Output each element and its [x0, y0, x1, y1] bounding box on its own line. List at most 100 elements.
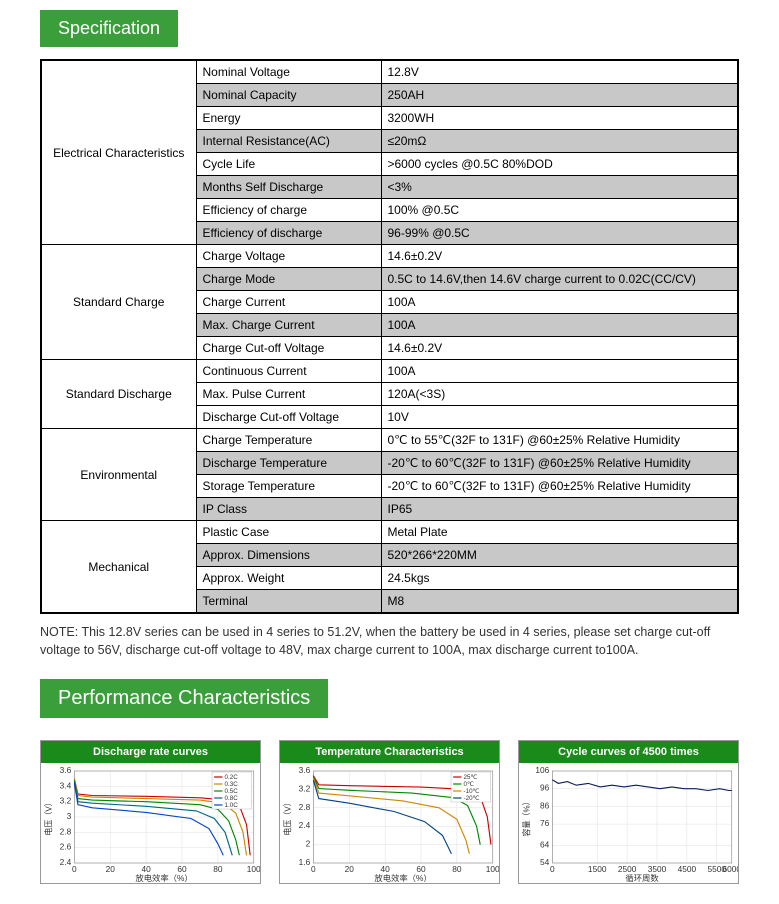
svg-text:电压（V）: 电压（V）: [43, 798, 53, 835]
value-cell: 10V: [381, 406, 738, 429]
table-row: EnvironmentalCharge Temperature0℃ to 55℃…: [41, 429, 738, 452]
charts-row: Discharge rate curves2.42.62.833.23.43.6…: [40, 740, 739, 884]
svg-text:40: 40: [380, 865, 390, 874]
value-cell: 24.5kgs: [381, 567, 738, 590]
svg-text:0.3C: 0.3C: [225, 781, 239, 788]
specification-table: Electrical CharacteristicsNominal Voltag…: [40, 59, 739, 614]
param-cell: Discharge Cut-off Voltage: [196, 406, 381, 429]
param-cell: Nominal Capacity: [196, 84, 381, 107]
svg-text:0: 0: [72, 865, 77, 874]
chart-body: 1.622.42.83.23.6020406080100放电效率（%）电压（V）…: [280, 763, 499, 883]
param-cell: IP Class: [196, 498, 381, 521]
chart-box: Discharge rate curves2.42.62.833.23.43.6…: [40, 740, 261, 884]
svg-text:25℃: 25℃: [464, 774, 478, 781]
svg-text:20: 20: [106, 865, 116, 874]
value-cell: 250AH: [381, 84, 738, 107]
chart-body: 10696867664540150025003500450055006000循环…: [519, 763, 738, 883]
svg-text:1.6: 1.6: [299, 858, 311, 867]
table-row: MechanicalPlastic CaseMetal Plate: [41, 521, 738, 544]
svg-text:106: 106: [535, 766, 549, 775]
param-cell: Internal Resistance(AC): [196, 130, 381, 153]
svg-text:3.4: 3.4: [60, 781, 72, 790]
value-cell: 14.6±0.2V: [381, 337, 738, 360]
category-cell: Mechanical: [41, 521, 196, 614]
svg-text:3.6: 3.6: [60, 766, 72, 775]
param-cell: Terminal: [196, 590, 381, 614]
svg-text:54: 54: [540, 858, 550, 867]
category-cell: Standard Discharge: [41, 360, 196, 429]
param-cell: Charge Mode: [196, 268, 381, 291]
value-cell: M8: [381, 590, 738, 614]
svg-text:-20℃: -20℃: [464, 795, 480, 802]
svg-text:76: 76: [540, 819, 550, 828]
chart-title: Discharge rate curves: [41, 741, 260, 763]
svg-text:100: 100: [247, 865, 260, 874]
svg-text:3.2: 3.2: [299, 785, 311, 794]
svg-text:96: 96: [540, 784, 550, 793]
svg-text:-10℃: -10℃: [464, 788, 480, 795]
svg-text:3500: 3500: [648, 865, 667, 874]
table-row: Standard DischargeContinuous Current100A: [41, 360, 738, 383]
category-cell: Electrical Characteristics: [41, 60, 196, 245]
value-cell: 120A(<3S): [381, 383, 738, 406]
chart-box: Temperature Characteristics1.622.42.83.2…: [279, 740, 500, 884]
performance-header: Performance Characteristics: [40, 679, 328, 718]
param-cell: Efficiency of charge: [196, 199, 381, 222]
value-cell: 14.6±0.2V: [381, 245, 738, 268]
table-row: Electrical CharacteristicsNominal Voltag…: [41, 60, 738, 84]
param-cell: Max. Pulse Current: [196, 383, 381, 406]
value-cell: 3200WH: [381, 107, 738, 130]
svg-text:2500: 2500: [618, 865, 637, 874]
param-cell: Discharge Temperature: [196, 452, 381, 475]
svg-text:2.4: 2.4: [60, 858, 72, 867]
param-cell: Charge Temperature: [196, 429, 381, 452]
value-cell: -20℃ to 60℃(32F to 131F) @60±25% Relativ…: [381, 452, 738, 475]
svg-text:循环周数: 循环周数: [625, 873, 658, 883]
param-cell: Storage Temperature: [196, 475, 381, 498]
svg-text:1500: 1500: [588, 865, 607, 874]
svg-text:0: 0: [311, 865, 316, 874]
value-cell: 0.5C to 14.6V,then 14.6V charge current …: [381, 268, 738, 291]
param-cell: Charge Voltage: [196, 245, 381, 268]
param-cell: Cycle Life: [196, 153, 381, 176]
svg-text:放电效率（%）: 放电效率（%）: [374, 873, 431, 883]
svg-text:放电效率（%）: 放电效率（%）: [135, 873, 192, 883]
svg-text:容量（%）: 容量（%）: [521, 797, 531, 836]
value-cell: 0℃ to 55℃(32F to 131F) @60±25% Relative …: [381, 429, 738, 452]
svg-text:0.5C: 0.5C: [225, 788, 239, 795]
chart-title: Cycle curves of 4500 times: [519, 741, 738, 763]
svg-text:4500: 4500: [678, 865, 697, 874]
svg-text:86: 86: [540, 802, 550, 811]
value-cell: >6000 cycles @0.5C 80%DOD: [381, 153, 738, 176]
value-cell: IP65: [381, 498, 738, 521]
value-cell: 100A: [381, 360, 738, 383]
value-cell: ≤20mΩ: [381, 130, 738, 153]
value-cell: Metal Plate: [381, 521, 738, 544]
category-cell: Standard Charge: [41, 245, 196, 360]
param-cell: Months Self Discharge: [196, 176, 381, 199]
svg-text:6000: 6000: [722, 865, 738, 874]
svg-text:0.2C: 0.2C: [225, 774, 239, 781]
chart-box: Cycle curves of 4500 times10696867664540…: [518, 740, 739, 884]
svg-text:3.2: 3.2: [60, 797, 72, 806]
value-cell: 12.8V: [381, 60, 738, 84]
svg-text:40: 40: [141, 865, 151, 874]
svg-text:20: 20: [345, 865, 355, 874]
svg-text:0.8C: 0.8C: [225, 795, 239, 802]
chart-title: Temperature Characteristics: [280, 741, 499, 763]
svg-text:64: 64: [540, 840, 550, 849]
svg-text:1.0C: 1.0C: [225, 802, 239, 809]
svg-text:2.4: 2.4: [299, 821, 311, 830]
specification-title: Specification: [58, 18, 160, 38]
svg-text:2.6: 2.6: [60, 843, 72, 852]
chart-body: 2.42.62.833.23.43.6020406080100放电效率（%）电压…: [41, 763, 260, 883]
value-cell: 96-99% @0.5C: [381, 222, 738, 245]
param-cell: Charge Current: [196, 291, 381, 314]
svg-text:80: 80: [213, 865, 223, 874]
param-cell: Plastic Case: [196, 521, 381, 544]
param-cell: Continuous Current: [196, 360, 381, 383]
svg-text:80: 80: [452, 865, 462, 874]
param-cell: Approx. Dimensions: [196, 544, 381, 567]
param-cell: Approx. Weight: [196, 567, 381, 590]
value-cell: 100A: [381, 314, 738, 337]
